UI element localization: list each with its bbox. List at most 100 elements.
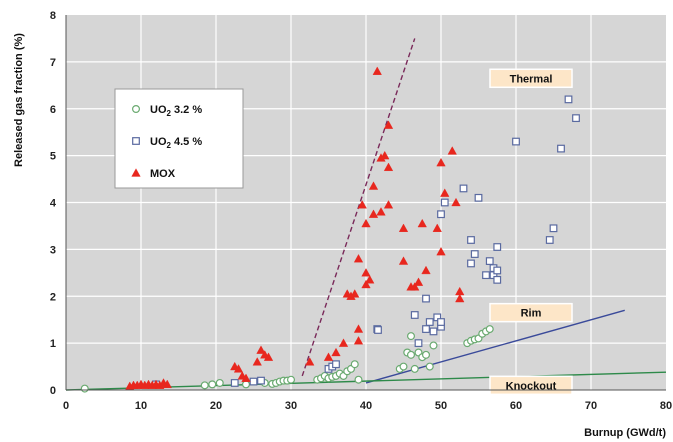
legend-uo2-3-2-marker	[132, 104, 141, 113]
uo2-4-5-point	[485, 257, 494, 265]
uo2-4-5-point	[230, 379, 239, 387]
uo2-3-2-point	[208, 380, 217, 389]
mox-point	[233, 364, 244, 373]
x-tick-label: 80	[660, 400, 672, 412]
uo2-4-5-point	[545, 236, 554, 244]
uo2-4-5-point	[459, 184, 468, 193]
y-tick-label: 3	[50, 244, 56, 256]
mox-point	[361, 218, 371, 228]
uo2-3-2-point	[399, 362, 408, 371]
uo2-4-5-point	[564, 95, 573, 104]
rim-label: Rim	[489, 302, 573, 323]
y-tick-label: 7	[50, 57, 56, 69]
mox-point	[380, 150, 390, 160]
legend: UO2 3.2 % UO2 4.5 % MOX	[114, 88, 244, 189]
uo2-3-2-point	[215, 378, 224, 387]
uo2-4-5-point	[493, 275, 502, 284]
uo2-4-5-series	[152, 95, 580, 389]
legend-uo2-3-2-label: UO2 3.2 %	[150, 104, 202, 118]
mox-point	[455, 286, 465, 296]
uo2-3-2-point	[422, 350, 431, 359]
x-tick-label: 60	[510, 400, 522, 412]
data-markers	[80, 66, 580, 393]
mox-point	[432, 223, 442, 232]
x-tick-label: 30	[285, 400, 297, 412]
uo2-3-2-point	[80, 384, 89, 393]
uo2-3-2-point	[410, 364, 419, 373]
uo2-4-5-point	[422, 294, 430, 303]
mox-point	[162, 379, 172, 389]
mox-point	[263, 352, 274, 361]
mox-point	[451, 197, 461, 207]
y-tick-label: 8	[50, 10, 56, 22]
rim-trend-line	[365, 309, 625, 384]
mox-point	[252, 357, 262, 366]
mox-point	[361, 279, 371, 289]
y-tick-label: 5	[50, 151, 56, 163]
y-tick-label: 6	[50, 104, 56, 116]
mox-point	[353, 336, 364, 345]
mox-point	[353, 254, 364, 263]
mox-point	[372, 66, 382, 75]
rim-label-text: Rim	[521, 308, 542, 320]
mox-point	[305, 357, 315, 366]
thermal-label-text: Thermal	[510, 73, 553, 85]
uo2-4-5-point	[410, 311, 419, 319]
mox-point	[350, 289, 360, 298]
mox-point	[436, 247, 446, 256]
axis-ticks: 0 10 20 30 40 50 60 70 80 0 1 2 3 4 5 6 7 8	[50, 10, 672, 412]
uo2-3-2-point	[350, 360, 359, 369]
thermal-label: Thermal	[489, 68, 573, 89]
mox-point	[331, 347, 341, 357]
uo2-4-5-point	[425, 318, 434, 326]
y-tick-label: 4	[50, 198, 57, 210]
uo2-3-2-series	[80, 325, 494, 393]
uo2-4-5-point	[332, 360, 340, 369]
mox-point	[421, 265, 431, 275]
mox-point	[241, 373, 251, 382]
mox-point	[353, 324, 364, 333]
uo2-3-2-point	[407, 332, 416, 341]
uo2-4-5-point	[249, 377, 258, 386]
y-tick-label: 2	[50, 291, 56, 303]
uo2-4-5-point	[257, 376, 265, 385]
knockout-label-text: Knockout	[506, 380, 557, 392]
uo2-4-5-point	[512, 137, 520, 146]
uo2-4-5-point	[440, 198, 449, 207]
x-tick-label: 70	[585, 400, 597, 412]
gridlines	[66, 15, 666, 390]
uo2-4-5-point	[493, 243, 502, 251]
mox-point	[383, 200, 394, 209]
uo2-4-5-point	[467, 259, 475, 268]
legend-mox-label: MOX	[150, 168, 176, 180]
mox-point	[368, 209, 379, 218]
uo2-4-5-point	[374, 326, 382, 334]
mox-point	[436, 157, 446, 167]
mox-point	[417, 218, 427, 228]
uo2-4-5-point	[482, 271, 490, 280]
legend-uo2-4-5-marker	[132, 137, 140, 145]
uo2-4-5-point	[437, 318, 445, 326]
mox-point	[338, 338, 349, 347]
uo2-4-5-point	[572, 114, 580, 123]
mox-point	[383, 120, 394, 129]
mox-point	[410, 282, 420, 291]
uo2-4-5-point	[422, 325, 430, 333]
uo2-4-5-point	[493, 266, 502, 275]
x-axis-title: Burnup (GWd/t)	[584, 427, 666, 439]
uo2-4-5-point	[437, 210, 445, 219]
uo2-4-5-point	[429, 327, 438, 336]
uo2-4-5-point	[549, 224, 558, 233]
thermal-label-box	[489, 68, 573, 89]
mox-point	[383, 162, 394, 171]
knockout-label: Knockout	[489, 375, 573, 396]
uo2-3-2-point	[407, 350, 416, 359]
uo2-4-5-point	[557, 144, 565, 153]
y-tick-label: 1	[50, 338, 56, 350]
mox-point	[398, 256, 409, 265]
x-tick-label: 0	[63, 400, 69, 412]
mox-point	[398, 223, 409, 232]
mox-point	[361, 268, 371, 277]
mox-point	[455, 293, 465, 303]
uo2-3-2-point	[425, 362, 434, 371]
